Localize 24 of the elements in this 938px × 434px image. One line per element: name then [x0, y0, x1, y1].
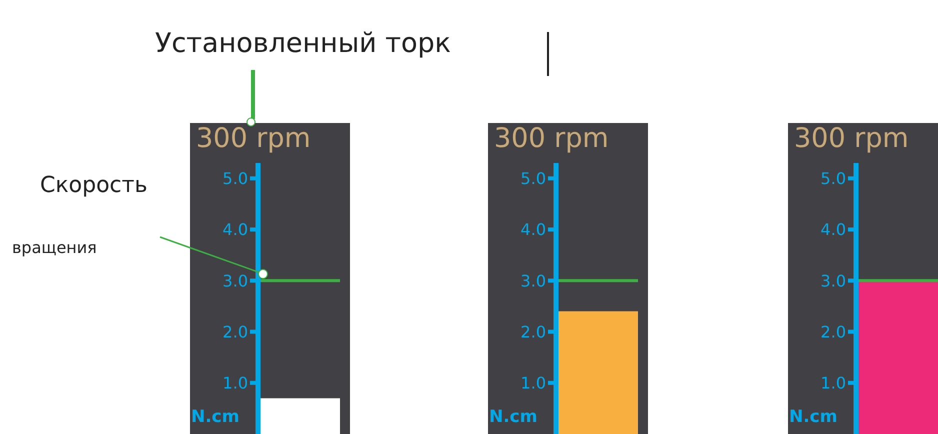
- y-tick-label: 2.0: [520, 322, 546, 342]
- y-tick-label: 1.0: [820, 374, 846, 393]
- y-tick-label: 3.0: [222, 271, 248, 290]
- chart-title: 300 rpm: [196, 123, 311, 154]
- y-tick-label: 3.0: [820, 271, 846, 290]
- y-axis-title: N.cm: [191, 407, 240, 427]
- y-tick-label: 1.0: [222, 374, 248, 393]
- text: Скорость: [40, 173, 148, 198]
- text: вращения: [12, 238, 97, 257]
- chart-title: 300 rpm: [794, 123, 909, 154]
- y-tick-label: 2.0: [820, 322, 846, 342]
- y-tick-label: 4.0: [820, 220, 846, 240]
- y-tick-label: 4.0: [520, 220, 546, 240]
- y-tick-label: 5.0: [222, 169, 248, 188]
- chart-title: 300 rpm: [494, 123, 609, 154]
- y-axis-title: N.cm: [789, 407, 838, 427]
- y-tick-label: 5.0: [820, 169, 846, 188]
- y-axis-title: N.cm: [489, 407, 538, 427]
- y-tick-label: 4.0: [222, 220, 248, 240]
- text: Установленный торк: [155, 28, 451, 59]
- y-tick-label: 1.0: [520, 374, 546, 393]
- y-tick-label: 3.0: [520, 271, 546, 290]
- y-tick-label: 5.0: [520, 169, 546, 188]
- y-tick-label: 2.0: [222, 322, 248, 342]
